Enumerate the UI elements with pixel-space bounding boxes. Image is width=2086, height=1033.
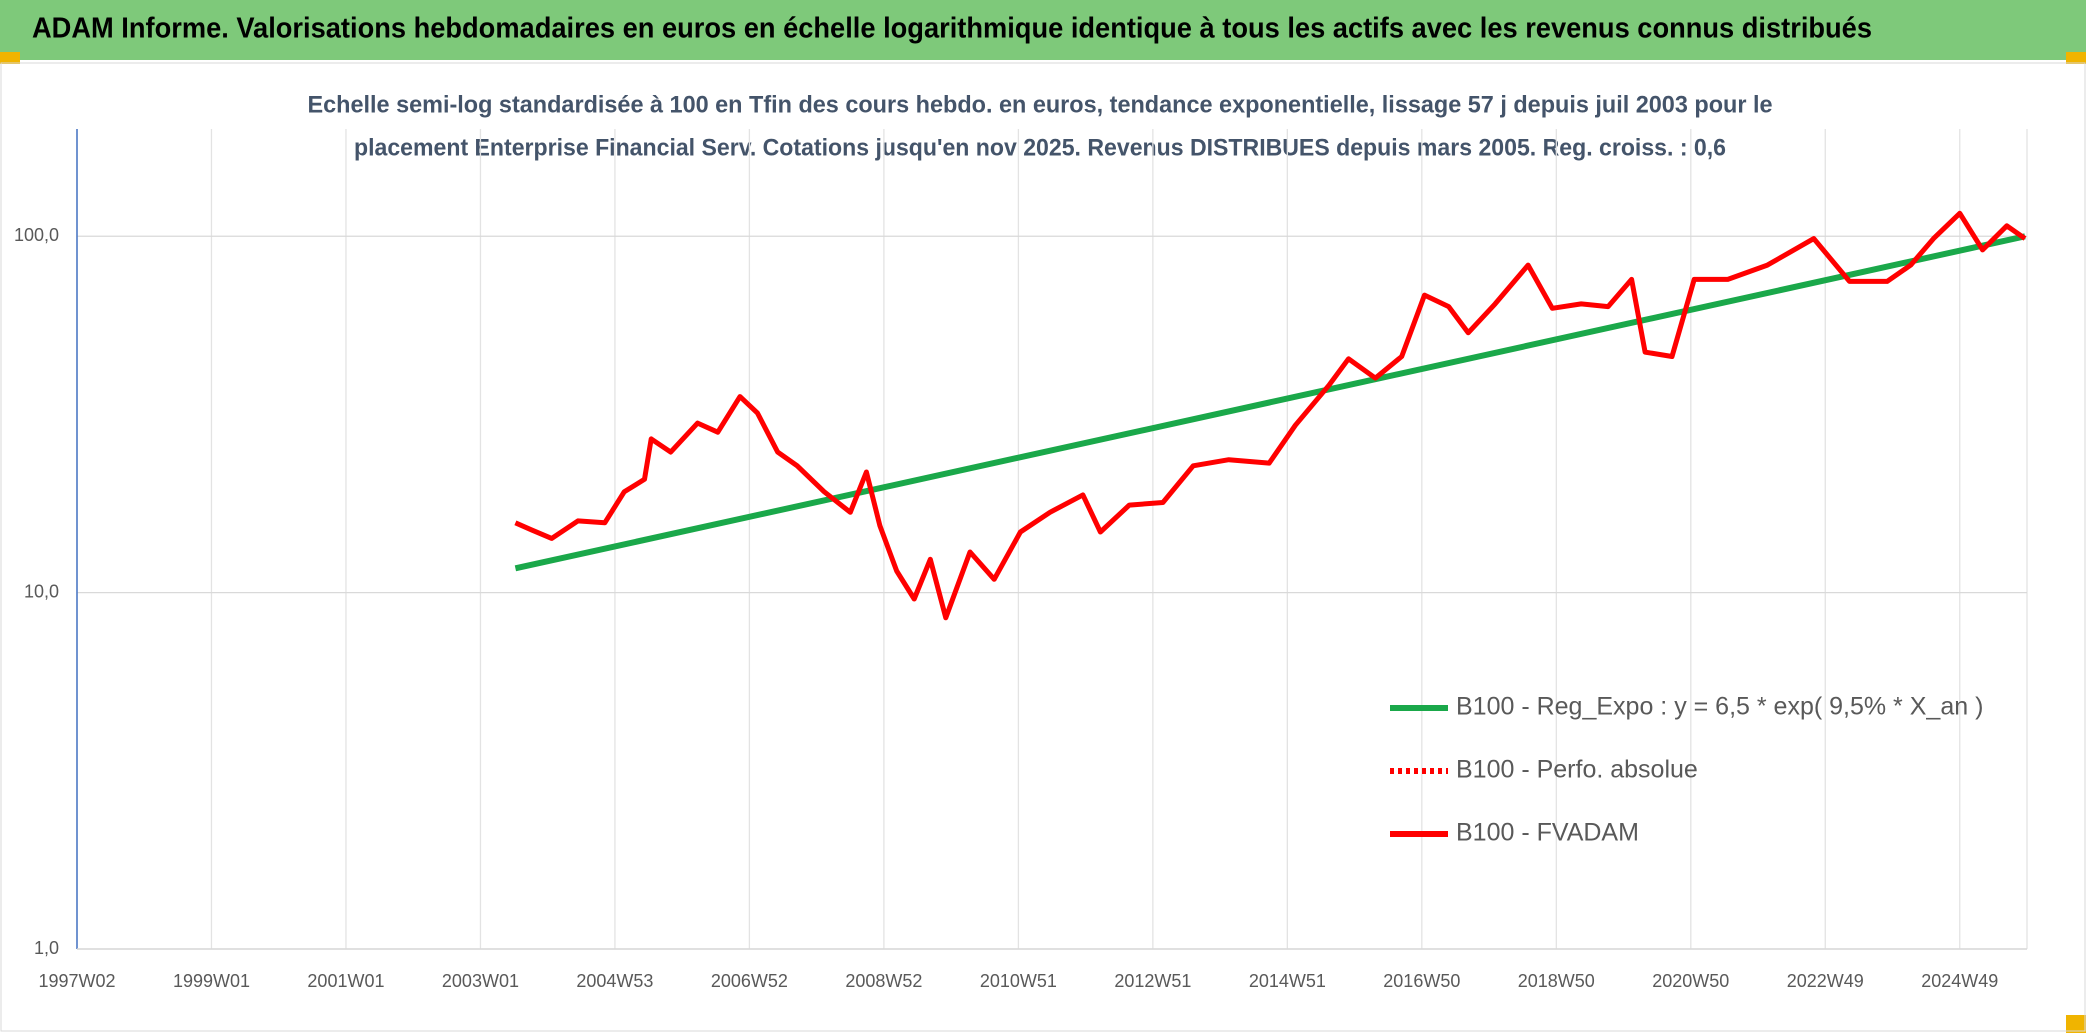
y-tick-label: 1,0 (34, 938, 59, 958)
y-tick-label: 10,0 (24, 581, 59, 601)
x-tick-label: 1997W02 (38, 971, 115, 991)
legend-label: B100 - Perfo. absolue (1456, 756, 1698, 784)
header-title: ADAM Informe. Valorisations hebdomadaire… (32, 13, 1872, 45)
legend-label: B100 - FVADAM (1456, 819, 1639, 847)
legend-label: B100 - Reg_Expo : y = 6,5 * exp( 9,5% * … (1456, 693, 1983, 721)
x-tick-label: 2022W49 (1787, 971, 1864, 991)
x-tick-label: 2001W01 (307, 971, 384, 991)
x-tick-label: 2024W49 (1921, 971, 1998, 991)
x-tick-label: 2012W51 (1114, 971, 1191, 991)
data-line (514, 210, 2027, 621)
frame (0, 62, 2086, 1032)
x-tick-label: 2004W53 (576, 971, 653, 991)
x-tick-label: 1999W01 (173, 971, 250, 991)
chart-title: placement Enterprise Financial Serv. Cot… (354, 134, 1726, 161)
chart-title: Echelle semi-log standardisée à 100 en T… (308, 91, 1773, 118)
corner (2066, 1015, 2086, 1033)
data-line (514, 233, 2026, 572)
y-tick-label: 100,0 (14, 225, 59, 245)
x-tick-label: 2006W52 (711, 971, 788, 991)
x-tick-label: 2020W50 (1652, 971, 1729, 991)
corner (2066, 52, 2086, 64)
x-tick-label: 2014W51 (1249, 971, 1326, 991)
x-tick-label: 2008W52 (845, 971, 922, 991)
header-bar (0, 0, 2086, 60)
corner (0, 52, 20, 64)
x-tick-label: 2003W01 (442, 971, 519, 991)
x-tick-label: 2010W51 (980, 971, 1057, 991)
x-tick-label: 2016W50 (1383, 971, 1460, 991)
x-tick-label: 2018W50 (1518, 971, 1595, 991)
